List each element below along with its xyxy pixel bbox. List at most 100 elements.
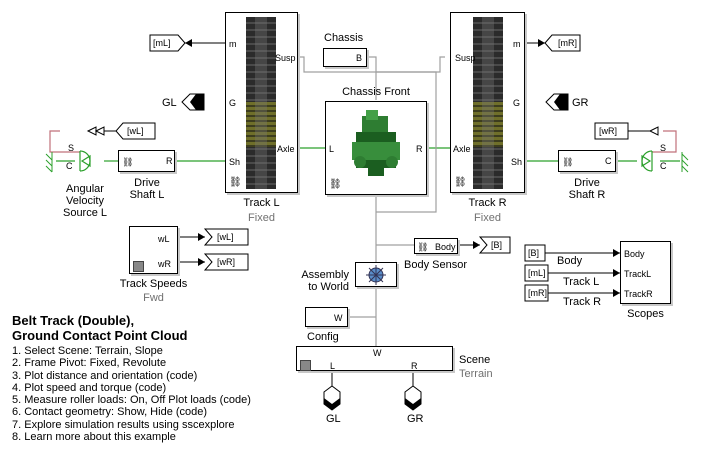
arrowheads	[185, 39, 620, 297]
body-sensor-port-body: Body	[435, 242, 456, 252]
from-tag-wR: [wR]	[599, 126, 617, 136]
track-r-port-g: G	[513, 98, 521, 108]
from-tag-mR: [mR]	[528, 288, 547, 298]
track-l-port-susp: Susp	[275, 53, 296, 63]
angular-velocity-source-l-port-c: C	[66, 161, 73, 171]
description-item-1[interactable]: 1. Select Scene: Terrain, Slope	[12, 345, 163, 357]
chassis-label: Chassis	[324, 32, 364, 44]
drive-shaft-l-block[interactable]: ⛓ R	[118, 150, 175, 172]
link-icon: ⛓	[417, 242, 429, 252]
assembly-label: Assembly to World	[301, 269, 349, 293]
from-B-shape	[524, 244, 546, 262]
track-l-label: Track L	[243, 197, 280, 209]
model-description: Belt Track (Double), Ground Contact Poin…	[12, 313, 251, 443]
track-l-port-sh: Sh	[229, 157, 241, 167]
track-r-subtitle: Fixed	[474, 212, 501, 224]
description-item-4[interactable]: 4. Plot speed and torque (code)	[12, 381, 167, 394]
goto-tag-B: [B]	[491, 240, 503, 250]
angular-velocity-source-r-block[interactable]	[630, 140, 690, 180]
chassis-block[interactable]: B	[323, 48, 367, 67]
feedback-loops	[49, 130, 677, 153]
goto-tag-wL: [wL]	[217, 232, 234, 242]
config-port-w: W	[334, 313, 343, 323]
track-l-block[interactable]: m G Sh Susp Axle ⛓	[225, 12, 298, 193]
track-r-image	[473, 17, 503, 189]
body-sensor-block[interactable]: ⛓ Body	[414, 238, 458, 254]
link-icon: ⛓	[329, 179, 342, 190]
scopes-block[interactable]: Body TrackL TrackR	[620, 241, 671, 304]
drive-shaft-r-port-c: C	[605, 156, 612, 166]
track-r-block[interactable]: m G Sh Susp Axle ⛓	[450, 12, 525, 193]
signal-label-track-r: Track R	[563, 296, 602, 308]
track-r-label: Track R	[468, 197, 507, 209]
angular-velocity-source-l-block[interactable]	[44, 140, 104, 180]
description-item-3[interactable]: 3. Plot distance and orientation (code)	[12, 369, 198, 382]
track-speeds-block[interactable]: wL wR	[129, 226, 178, 274]
track-speeds-label: Track Speeds	[119, 278, 188, 290]
description-item-8[interactable]: 8. Learn more about this example	[12, 431, 176, 444]
goto-wL-shape	[203, 228, 249, 246]
goto-mL-shape	[149, 34, 186, 52]
goto-wR-shape	[203, 253, 249, 271]
goto-tag-mL: [mL]	[153, 38, 171, 48]
track-l-port-m: m	[229, 39, 237, 49]
scene-label: Scene	[459, 354, 491, 366]
description-item-5[interactable]: 5. Measure roller loads: On, Off Plot lo…	[12, 394, 251, 407]
track-l-port-g: G	[229, 98, 237, 108]
subsystem-icon	[133, 261, 144, 272]
description-title-line1: Belt Track (Double),	[12, 313, 135, 328]
link-icon: ⛓	[454, 177, 467, 188]
chassis-port-b: B	[356, 53, 363, 63]
scene-port-label-GL: GL	[326, 413, 341, 425]
description-item-7[interactable]: 7. Explore simulation results using ssce…	[12, 418, 235, 431]
goto-tag-mR: [mR]	[558, 38, 577, 48]
angular-velocity-source-l-port-s: S	[68, 143, 75, 153]
body-sensor-label: Body Sensor	[404, 259, 467, 271]
goto-mR-shape	[544, 34, 581, 52]
scopes-port-trackl: TrackL	[624, 269, 652, 279]
config-block[interactable]: W	[305, 307, 348, 327]
assembly-block[interactable]	[355, 262, 397, 287]
description-item-6[interactable]: 6. Contact geometry: Show, Hide (code)	[12, 406, 208, 419]
goto-B-shape	[478, 236, 511, 254]
chassis-front-label: Chassis Front	[342, 86, 410, 98]
track-l-image	[246, 17, 276, 189]
signal-label-track-l: Track L	[563, 276, 600, 288]
chassis-front-port-r: R	[416, 144, 423, 154]
from-wL-shape	[115, 122, 156, 140]
track-l-port-axle: Axle	[277, 144, 295, 154]
port-label-GR: GR	[572, 97, 589, 109]
track-speeds-subtitle: Fwd	[143, 292, 164, 304]
drive-shaft-l-port-r: R	[166, 156, 173, 166]
from-mL-shape	[524, 264, 549, 282]
from-wR-shape	[594, 122, 629, 140]
description-item-2[interactable]: 2. Frame Pivot: Fixed, Revolute	[12, 357, 167, 370]
angular-velocity-source-l-label: Angular Velocity Source L	[62, 183, 108, 219]
description-title-line2: Ground Contact Point Cloud	[12, 328, 188, 343]
scene-port-label-GR: GR	[407, 413, 424, 425]
track-l-subtitle: Fixed	[248, 212, 275, 224]
drive-shaft-r-block[interactable]: ⛓ C	[558, 150, 616, 172]
track-speeds-port-wl: wL	[158, 234, 170, 244]
config-label: Config	[307, 331, 339, 343]
scopes-label: Scopes	[627, 308, 664, 320]
angular-velocity-source-r-port-s: S	[660, 143, 667, 153]
drive-shaft-r-label: Drive Shaft R	[568, 177, 606, 201]
from-mR-shape	[524, 284, 549, 302]
chassis-front-image	[352, 110, 400, 176]
tag-shapes	[115, 34, 629, 302]
track-r-port-axle: Axle	[453, 144, 471, 154]
scene-subtitle: Terrain	[459, 368, 493, 380]
track-r-port-susp: Susp	[455, 53, 476, 63]
frame-connections	[298, 56, 445, 346]
scene-block[interactable]: W L R	[296, 346, 453, 371]
signal-label-body: Body	[557, 255, 583, 267]
goto-tag-wR: [wR]	[217, 257, 235, 267]
angular-velocity-source-r-port-c: C	[660, 161, 667, 171]
from-tag-mL: [mL]	[528, 268, 546, 278]
track-r-port-m: m	[513, 39, 521, 49]
link-icon: ⛓	[229, 177, 242, 188]
description-list: 1. Select Scene: Terrain, Slope 2. Frame…	[12, 345, 251, 443]
chassis-front-block[interactable]: L R ⛓	[325, 101, 427, 195]
